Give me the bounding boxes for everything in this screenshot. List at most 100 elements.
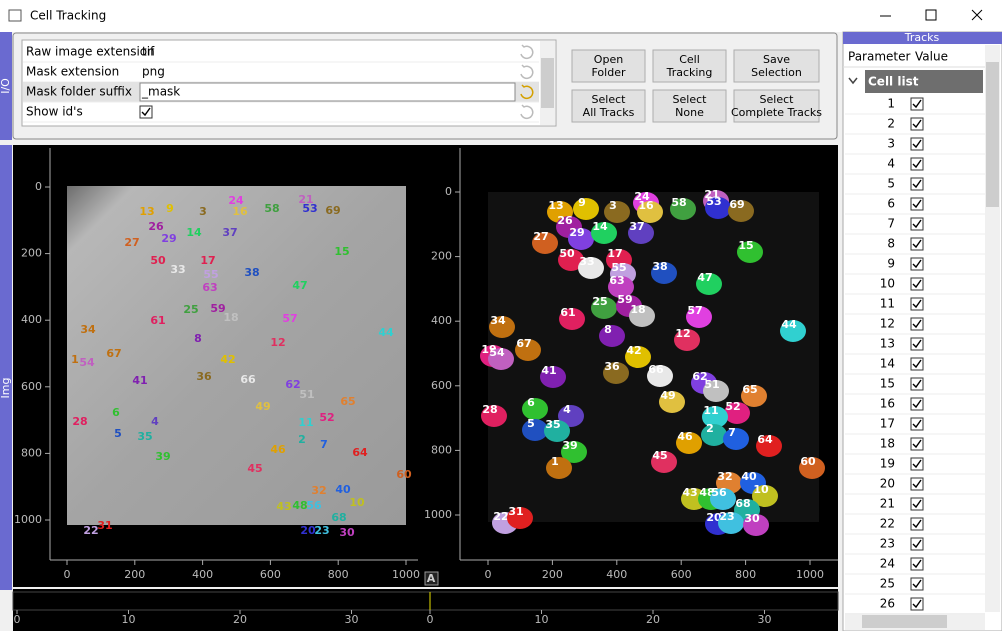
- checkmark: [912, 539, 922, 549]
- cell-id: 57: [282, 312, 297, 325]
- cell-id: 52: [725, 400, 740, 413]
- checkbox[interactable]: [910, 137, 924, 151]
- close[interactable]: [971, 9, 983, 21]
- checkbox[interactable]: [910, 597, 924, 611]
- timeline-track[interactable]: [12, 591, 839, 611]
- checkbox[interactable]: [139, 105, 153, 119]
- reset-icon[interactable]: [520, 44, 534, 60]
- checkbox[interactable]: [910, 237, 924, 251]
- button[interactable]: [571, 89, 646, 123]
- y-tick-label: 200: [21, 247, 42, 260]
- cell-id: 17: [200, 254, 215, 267]
- button-label: Select Complete Tracks: [731, 93, 822, 119]
- group-row: [865, 70, 983, 93]
- button-label: Open Folder: [592, 53, 626, 79]
- checkbox[interactable]: [910, 397, 924, 411]
- button[interactable]: [571, 49, 646, 83]
- checkbox[interactable]: [910, 197, 924, 211]
- checkbox[interactable]: [910, 217, 924, 231]
- cell-id: 23: [719, 510, 734, 523]
- checkbox[interactable]: [910, 477, 924, 491]
- cell-id: 66: [240, 373, 256, 386]
- checkmark: [912, 439, 922, 449]
- checkbox[interactable]: [910, 157, 924, 171]
- checkmark: [912, 199, 922, 209]
- cell-id: 4: [151, 415, 159, 428]
- cell-id: 27: [533, 230, 548, 243]
- checkbox[interactable]: [910, 337, 924, 351]
- checkbox[interactable]: [910, 417, 924, 431]
- maximize[interactable]: [925, 9, 937, 21]
- y-tick-label: 800: [21, 446, 42, 459]
- cell-id: 20: [300, 524, 316, 537]
- x-tick-label: 0: [485, 568, 492, 581]
- checkmark: [912, 459, 922, 469]
- cell-mask: [780, 320, 806, 342]
- track-id: 19: [880, 457, 895, 471]
- button[interactable]: [652, 49, 727, 83]
- y-tick-label: 600: [431, 379, 452, 392]
- cell-mask: [568, 228, 594, 250]
- button[interactable]: [652, 89, 727, 123]
- cell-id: 57: [687, 304, 702, 317]
- checkmark: [912, 179, 922, 189]
- track-id: 22: [880, 517, 895, 531]
- param-scroll-thumb[interactable]: [541, 58, 554, 108]
- checkbox[interactable]: [910, 117, 924, 131]
- checkbox[interactable]: [910, 377, 924, 391]
- reset-icon[interactable]: [520, 84, 534, 100]
- cell-id: 44: [378, 326, 394, 339]
- expander[interactable]: [848, 77, 858, 85]
- tracks-hscroll-thumb[interactable]: [862, 615, 947, 628]
- cell-id: 34: [80, 323, 96, 336]
- checkbox[interactable]: [910, 277, 924, 291]
- cell-id: 42: [626, 344, 641, 357]
- checkbox[interactable]: [910, 257, 924, 271]
- auto-range-button[interactable]: [424, 571, 439, 586]
- checkbox[interactable]: [910, 497, 924, 511]
- cell-id: 15: [334, 245, 349, 258]
- cell-id: 47: [697, 271, 712, 284]
- checkmark: [912, 499, 922, 509]
- cell-mask: [540, 366, 566, 388]
- cell-id: 22: [493, 510, 508, 523]
- reset-icon[interactable]: [520, 104, 534, 120]
- cell-id: 65: [340, 395, 355, 408]
- checkbox[interactable]: [910, 97, 924, 111]
- y-tick-label: 0: [35, 180, 42, 193]
- track-id: 24: [880, 557, 895, 571]
- track-id: 25: [880, 577, 895, 591]
- cell-mask: [686, 306, 712, 328]
- cell-id: 42: [220, 353, 235, 366]
- button[interactable]: [733, 49, 820, 83]
- checkbox[interactable]: [910, 517, 924, 531]
- cell-id: 29: [569, 226, 584, 239]
- checkmark: [912, 559, 922, 569]
- checkbox[interactable]: [910, 317, 924, 331]
- cell-id: 22: [83, 524, 98, 537]
- cell-mask: [546, 457, 572, 479]
- button[interactable]: [733, 89, 820, 123]
- img-strip: [0, 145, 12, 590]
- checkbox[interactable]: [910, 457, 924, 471]
- cell-mask: [603, 362, 629, 384]
- checkbox[interactable]: [910, 577, 924, 591]
- cell-id: 46: [677, 430, 693, 443]
- cell-id: 54: [489, 346, 505, 359]
- checkbox[interactable]: [910, 537, 924, 551]
- cell-mask: [670, 198, 696, 220]
- checkmark: [912, 99, 922, 109]
- timeline-tick-label: 30: [345, 613, 359, 626]
- checkbox[interactable]: [910, 177, 924, 191]
- cell-mask: [724, 402, 750, 424]
- reset-icon[interactable]: [520, 64, 534, 80]
- text-input[interactable]: [139, 82, 516, 102]
- checkbox[interactable]: [910, 357, 924, 371]
- cell-id: 50: [559, 247, 575, 260]
- checkbox[interactable]: [910, 557, 924, 571]
- cell-id: 16: [638, 199, 654, 212]
- checkbox[interactable]: [910, 297, 924, 311]
- checkbox[interactable]: [910, 437, 924, 451]
- tracks-scroll-thumb[interactable]: [986, 62, 999, 207]
- io-label: I/O: [0, 78, 12, 94]
